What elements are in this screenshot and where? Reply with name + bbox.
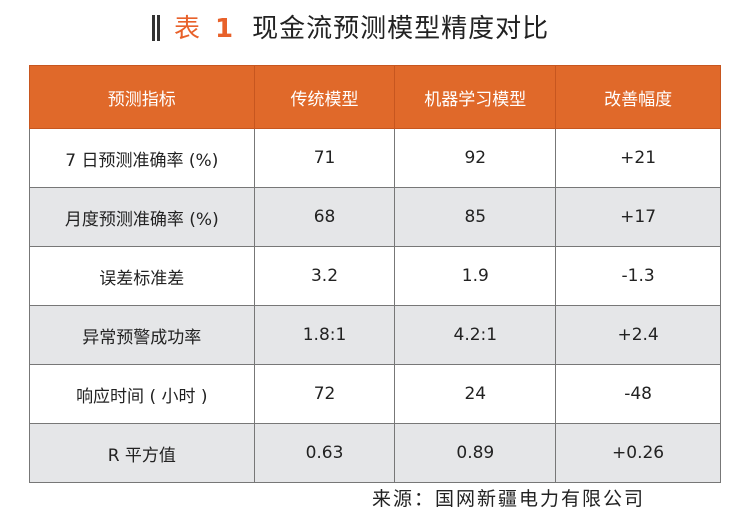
table-cell: 7 日预测准确率 (%) [29,128,255,188]
title-label: 表 [174,14,202,44]
header-cell: 传统模型 [253,65,396,129]
table-cell: 3.2 [253,246,396,306]
table-cell: +0.26 [555,423,721,483]
table-cell: 71 [253,128,396,188]
header-cell: 机器学习模型 [394,65,557,129]
title-number: 1 [215,14,235,44]
table-cell: 4.2:1 [394,305,557,365]
table-row: R 平方值 0.63 0.89 +0.26 [29,423,721,483]
table-row: 响应时间 ( 小时 ) 72 24 -48 [29,364,721,424]
table-cell: +2.4 [555,305,721,365]
source-note: 来源：国网新疆电力有限公司 [372,488,646,510]
table-cell: 68 [253,187,396,247]
table-cell: 响应时间 ( 小时 ) [29,364,255,424]
table-cell: -1.3 [555,246,721,306]
header-cell: 改善幅度 [555,65,721,129]
comparison-table: 预测指标 传统模型 机器学习模型 改善幅度 7 日预测准确率 (%) 71 92 +2… [29,65,721,483]
table-cell: +17 [555,187,721,247]
table-cell: 0.63 [253,423,396,483]
table-cell: 0.89 [394,423,557,483]
table-cell: -48 [555,364,721,424]
table-cell: 1.9 [394,246,557,306]
table-row: 误差标准差 3.2 1.9 -1.3 [29,246,721,306]
table-cell: R 平方值 [29,423,255,483]
table-cell: 72 [253,364,396,424]
header-cell: 预测指标 [29,65,255,129]
table-cell: 异常预警成功率 [29,305,255,365]
title-text: 现金流预测模型精度对比 [252,14,550,44]
table-cell: 24 [394,364,557,424]
table-row: 7 日预测准确率 (%) 71 92 +21 [29,128,721,188]
table-cell: 月度预测准确率 (%) [29,187,255,247]
header-row: 预测指标 传统模型 机器学习模型 改善幅度 [29,65,721,129]
table-cell: 误差标准差 [29,246,255,306]
table-cell: 92 [394,128,557,188]
table-cell: 85 [394,187,557,247]
table-row: 月度预测准确率 (%) 68 85 +17 [29,187,721,247]
title-bar-icon [152,15,160,41]
table-title: 表 1 现金流预测模型精度对比 [152,8,549,45]
table-cell: 1.8:1 [253,305,396,365]
table-row: 异常预警成功率 1.8:1 4.2:1 +2.4 [29,305,721,365]
table-cell: +21 [555,128,721,188]
